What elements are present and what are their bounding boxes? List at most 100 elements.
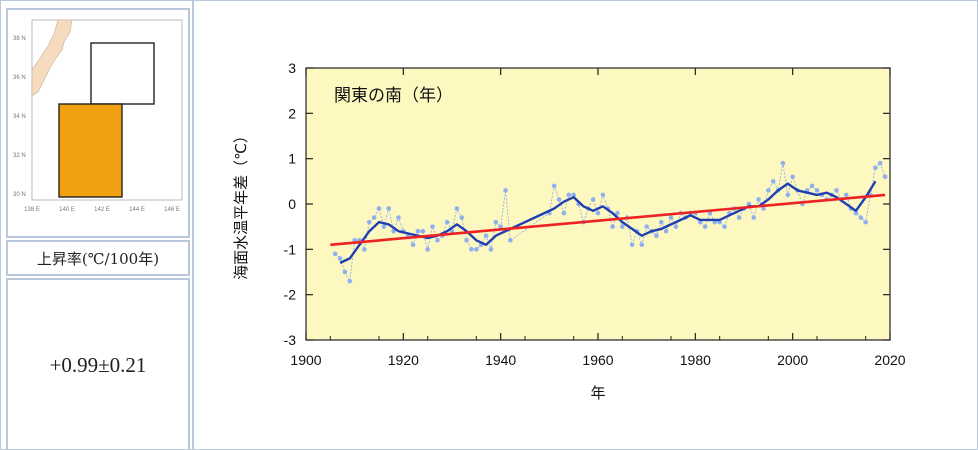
annual-point xyxy=(444,219,450,225)
y-tick-label: 0 xyxy=(288,196,296,212)
annual-point xyxy=(834,188,839,193)
annual-point xyxy=(629,242,635,248)
y-tick-label: 3 xyxy=(288,60,296,76)
annual-point xyxy=(809,183,815,189)
rate-label: 上昇率(℃/100年) xyxy=(6,240,190,276)
y-tick-label: 1 xyxy=(288,151,296,167)
annual-point xyxy=(620,224,625,229)
annual-point xyxy=(873,165,878,171)
map-lon-label: 144 E xyxy=(129,207,145,213)
annual-point xyxy=(668,215,674,220)
trend-line xyxy=(330,193,886,247)
x-axis: 1900 1920 1940 1960 1980 2000 2020 xyxy=(290,68,906,368)
annual-point xyxy=(756,197,761,202)
annual-point xyxy=(381,224,387,229)
annual-point xyxy=(654,233,659,239)
annual-point xyxy=(503,188,508,193)
rate-value: +0.99±0.21 xyxy=(6,278,190,450)
annual-point xyxy=(785,192,791,198)
annual-point xyxy=(843,192,849,198)
annual-point xyxy=(770,179,776,184)
annual-point xyxy=(766,188,771,193)
annual-point xyxy=(877,160,883,166)
map-svg: 38 N 36 N 34 N 32 N 30 N 138 E 140 E 142 E 144 … xyxy=(13,19,183,213)
annual-point xyxy=(639,242,645,248)
annual-point xyxy=(493,219,499,225)
annual-point xyxy=(396,215,401,220)
map-lat-label: 34 N xyxy=(13,114,26,120)
map-lon-labels: 138 E 140 E 142 E 144 E 146 E xyxy=(24,207,180,213)
annual-point xyxy=(415,228,421,234)
annual-point xyxy=(342,269,348,275)
annual-point xyxy=(362,247,367,252)
map-lat-label: 30 N xyxy=(13,192,26,198)
annual-point xyxy=(469,247,474,252)
chart-title: 関東の南（年） xyxy=(334,86,453,106)
annual-point xyxy=(673,224,679,229)
annual-point xyxy=(508,237,513,243)
map-lat-label: 38 N xyxy=(13,36,26,42)
annual-point xyxy=(722,224,727,229)
annual-point xyxy=(337,256,343,261)
annual-point xyxy=(551,183,557,189)
map-lon-label: 138 E xyxy=(24,207,40,213)
annual-point xyxy=(464,237,469,243)
y-tick-label: -1 xyxy=(284,241,297,257)
annual-point xyxy=(853,210,859,216)
region-map: 38 N 36 N 34 N 32 N 30 N 138 E 140 E 142 E 144 … xyxy=(6,8,190,238)
annual-point xyxy=(761,206,766,211)
x-tick-label: 1960 xyxy=(582,352,613,368)
annual-point xyxy=(430,224,435,229)
annual-point xyxy=(814,188,820,193)
annual-point xyxy=(571,192,576,198)
annual-point xyxy=(386,206,392,211)
annual-point xyxy=(556,197,562,202)
y-axis: -3 -2 -1 0 1 2 3 xyxy=(284,60,890,348)
annual-point xyxy=(702,224,708,229)
annual-point xyxy=(736,215,742,220)
annual-point xyxy=(610,224,615,229)
annual-point xyxy=(366,219,372,225)
annual-point xyxy=(488,247,494,252)
map-lon-label: 146 E xyxy=(164,207,180,213)
column-divider xyxy=(192,0,194,450)
x-tick-label: 2000 xyxy=(777,352,808,368)
annual-point xyxy=(459,215,465,220)
annual-point xyxy=(600,192,606,198)
x-axis-title: 年 xyxy=(590,384,605,402)
japan-coast xyxy=(31,19,73,97)
annual-point xyxy=(347,278,353,284)
annual-point xyxy=(858,215,864,220)
annual-point xyxy=(498,224,503,229)
annual-point xyxy=(658,219,664,225)
y-tick-label: -2 xyxy=(284,287,297,303)
x-tick-label: 1900 xyxy=(290,352,321,368)
map-lat-label: 32 N xyxy=(13,153,26,159)
annual-point xyxy=(435,237,440,243)
annual-point xyxy=(663,228,669,234)
annual-point xyxy=(410,242,416,248)
x-tick-label: 1920 xyxy=(388,352,419,368)
annual-point xyxy=(483,233,489,239)
sst-anomaly-chart: 関東の南（年） 1900 1920 1940 1960 1980 2000 2020 -3-… xyxy=(232,60,906,402)
x-tick-label: 2020 xyxy=(874,352,905,368)
series-layer xyxy=(330,160,888,284)
annual-point xyxy=(615,210,620,216)
annual-point xyxy=(595,210,601,216)
annual-point xyxy=(332,251,338,257)
annual-point xyxy=(454,206,460,211)
annual-point xyxy=(644,224,649,229)
region-box-kanto-south xyxy=(58,103,123,198)
region-box-kanto-east xyxy=(90,42,155,105)
annual-point xyxy=(780,160,786,166)
annual-point xyxy=(474,247,479,252)
annual-point xyxy=(425,247,430,252)
y-tick-label: -3 xyxy=(284,332,297,348)
y-tick-label: 2 xyxy=(288,105,296,121)
annual-point xyxy=(566,192,572,198)
map-lat-labels: 38 N 36 N 34 N 32 N 30 N xyxy=(13,36,26,198)
annual-point xyxy=(376,206,382,211)
map-lon-label: 140 E xyxy=(59,207,75,213)
annual-point xyxy=(590,197,596,202)
annual-point xyxy=(790,174,795,180)
